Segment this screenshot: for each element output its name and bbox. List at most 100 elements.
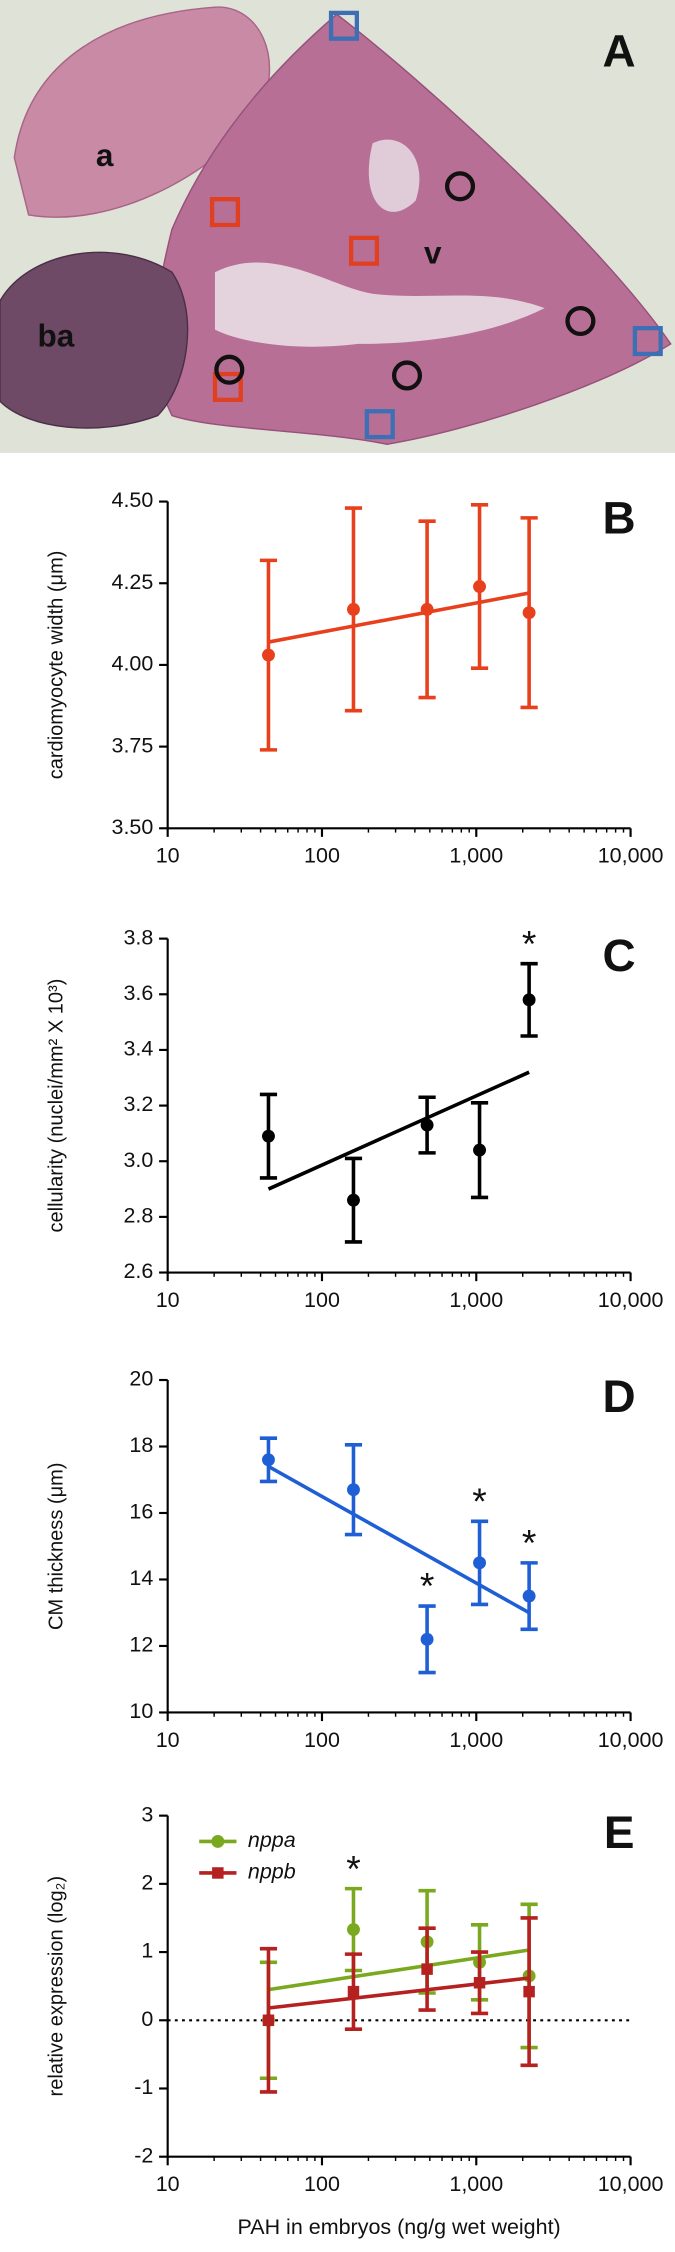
panel-letter: A bbox=[603, 25, 636, 77]
legend-label: nppb bbox=[248, 1860, 296, 1884]
y-axis-label: CM thickness (μm) bbox=[46, 1462, 68, 1629]
point bbox=[262, 1129, 275, 1143]
chart-panel: 10 12 14 16 18 20 10 100 1,000 10,000 CM thickness… bbox=[46, 1367, 664, 1752]
trend-line bbox=[268, 591, 530, 644]
point bbox=[262, 648, 275, 662]
panel-a: a v ba A bbox=[0, 0, 675, 453]
red-box bbox=[209, 197, 241, 228]
x-tick-label: 10 bbox=[156, 1288, 180, 1312]
x-tick-label: 10,000 bbox=[598, 844, 664, 868]
y-tick-label: 3 bbox=[141, 1802, 153, 1826]
x-tick-label: 10,000 bbox=[598, 2172, 664, 2196]
point bbox=[522, 1589, 536, 1603]
trend-line bbox=[267, 1464, 530, 1615]
point bbox=[522, 993, 536, 1007]
point bbox=[421, 1963, 433, 1975]
point bbox=[420, 602, 434, 616]
y-axis-label: cellularity (nuclei/mm² X 10³) bbox=[46, 979, 68, 1233]
bulbus-arteriosus bbox=[0, 251, 189, 429]
point bbox=[347, 1193, 360, 1207]
y-tick-label: 3.4 bbox=[123, 1037, 153, 1061]
y-tick-label: 3.75 bbox=[112, 733, 154, 757]
x-axis-label: PAH in embryos (ng/g wet weight) bbox=[238, 2215, 561, 2239]
point bbox=[420, 1632, 434, 1646]
blue-box bbox=[632, 326, 663, 357]
trend-line bbox=[268, 1948, 530, 1992]
region-label: v bbox=[424, 234, 442, 270]
panel-letter: E bbox=[604, 1806, 635, 1858]
point bbox=[473, 1977, 486, 1989]
y-tick-label: 4.50 bbox=[112, 488, 154, 512]
trend-line bbox=[268, 1976, 530, 2010]
chart-panel: -2 -1 0 1 2 3 10 100 1,000 10,000 relative express… bbox=[46, 1802, 664, 2239]
legend-label: nppa bbox=[248, 1828, 296, 1852]
y-tick-label: 3.0 bbox=[123, 1148, 153, 1172]
chart-panel: 3.50 3.75 4.00 4.25 4.50 10 100 1,000 10,000 card… bbox=[46, 488, 664, 867]
red-box bbox=[212, 371, 243, 402]
y-axis-label: relative expression (log₂) bbox=[46, 1876, 68, 2097]
y-tick-label: 18 bbox=[129, 1433, 153, 1457]
y-tick-label: 10 bbox=[129, 1699, 153, 1723]
point bbox=[473, 1143, 486, 1157]
significance-marker: * bbox=[420, 1565, 435, 1607]
x-tick-label: 100 bbox=[304, 2172, 340, 2196]
y-tick-label: 20 bbox=[129, 1367, 153, 1391]
point bbox=[347, 1923, 360, 1937]
point bbox=[523, 1985, 535, 1998]
circle-marker bbox=[214, 354, 245, 385]
x-tick-label: 10 bbox=[156, 1728, 180, 1752]
x-tick-label: 100 bbox=[304, 844, 340, 868]
lumen bbox=[214, 262, 545, 347]
y-tick-label: 4.00 bbox=[112, 652, 154, 676]
circle-marker bbox=[565, 305, 596, 337]
y-axis-label: cardiomyocyte width (μm) bbox=[46, 551, 68, 780]
y-tick-label: 3.8 bbox=[123, 925, 153, 949]
y-tick-label: 14 bbox=[129, 1566, 153, 1590]
point bbox=[347, 1483, 360, 1497]
point bbox=[347, 602, 360, 616]
blue-box bbox=[364, 409, 395, 440]
panel-letter: C bbox=[603, 929, 636, 981]
point bbox=[420, 1118, 434, 1132]
x-tick-label: 10,000 bbox=[598, 1288, 664, 1312]
significance-marker: * bbox=[346, 1847, 361, 1889]
chart-panel: 2.6 2.8 3.0 3.2 3.4 3.6 3.8 10 100 1,000 10,000 cel… bbox=[46, 922, 664, 1312]
point bbox=[262, 2014, 275, 2027]
x-tick-label: 10,000 bbox=[598, 1728, 664, 1752]
x-tick-label: 10 bbox=[156, 844, 180, 868]
legend-marker bbox=[211, 1834, 225, 1848]
blue-box bbox=[328, 10, 359, 41]
point bbox=[473, 580, 486, 593]
legend-marker bbox=[212, 1867, 224, 1879]
x-tick-label: 100 bbox=[304, 1728, 340, 1752]
x-tick-label: 1,000 bbox=[449, 1288, 503, 1312]
point bbox=[522, 606, 536, 620]
y-tick-label: 12 bbox=[129, 1633, 153, 1657]
y-tick-label: 3.2 bbox=[123, 1092, 153, 1116]
y-tick-label: 2.8 bbox=[123, 1204, 153, 1228]
y-tick-label: 2.6 bbox=[123, 1259, 153, 1283]
panel-letter: B bbox=[603, 492, 636, 544]
lumen bbox=[368, 139, 420, 212]
region-label: a bbox=[96, 137, 114, 173]
y-tick-label: 16 bbox=[129, 1500, 153, 1524]
significance-marker: * bbox=[522, 1522, 537, 1564]
y-tick-label: 1 bbox=[141, 1939, 153, 1963]
point bbox=[262, 1453, 275, 1467]
y-tick-label: 2 bbox=[141, 1871, 153, 1895]
x-tick-label: 10 bbox=[156, 2172, 180, 2196]
atrium bbox=[13, 6, 271, 218]
significance-marker: * bbox=[522, 922, 537, 964]
red-box bbox=[348, 235, 380, 266]
x-tick-label: 100 bbox=[304, 1288, 340, 1312]
point bbox=[347, 1985, 360, 1998]
circle-marker bbox=[444, 171, 476, 202]
x-tick-label: 1,000 bbox=[449, 844, 503, 868]
trend-line bbox=[267, 1070, 530, 1191]
y-tick-label: 3.50 bbox=[112, 815, 154, 839]
y-tick-label: 3.6 bbox=[123, 981, 153, 1005]
y-tick-label: -2 bbox=[134, 2143, 153, 2167]
significance-marker: * bbox=[472, 1480, 487, 1522]
x-tick-label: 1,000 bbox=[449, 1728, 503, 1752]
sample-boxes bbox=[209, 10, 663, 440]
